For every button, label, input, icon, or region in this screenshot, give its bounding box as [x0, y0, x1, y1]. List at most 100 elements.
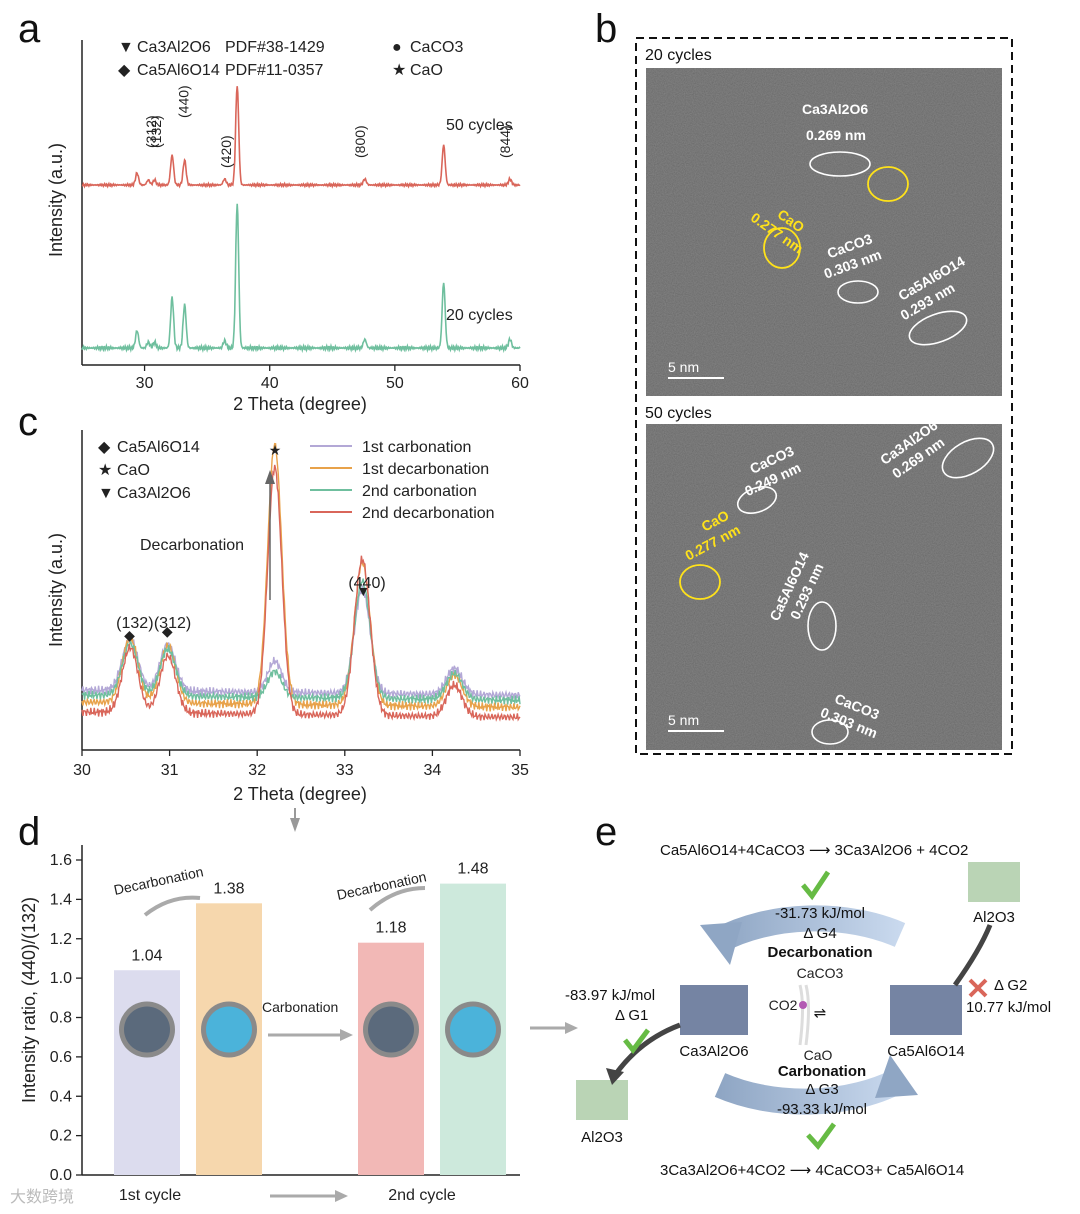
- panel-label-c: c: [18, 400, 38, 444]
- miller-a-1: (312): [143, 115, 159, 148]
- particle-icon-inner-1: [206, 1006, 252, 1053]
- cycle-arrowhead-top: [700, 922, 742, 965]
- legend-symbol-a-1: ◆: [118, 62, 131, 79]
- x-axis-label-c: 2 Theta (degree): [233, 784, 367, 804]
- cycle-arrowhead-bottom: [875, 1055, 918, 1098]
- legend-c-label-1: 1st decarbonation: [362, 461, 489, 478]
- connector-arrow-c-d: [290, 818, 300, 832]
- bar-value-label-d-3: 1.48: [457, 861, 488, 878]
- y-tick-label-d-4: 0.8: [50, 1010, 72, 1027]
- legend-c-phase-text-0: Ca5Al6O14: [117, 439, 200, 456]
- panel-c: 30 31 32 33 34 35 2 Theta (degree) Intensity …: [46, 430, 529, 832]
- tem50-scale-label: 5 nm: [668, 712, 699, 728]
- miller-a-4: (800): [352, 125, 368, 158]
- equilibrium-symbol: ⇌: [814, 1005, 827, 1022]
- panel-label-b: b: [595, 7, 617, 51]
- legend-symbol-a-3: ★: [392, 62, 406, 79]
- tem20-label-0: Ca3Al2O6: [802, 101, 868, 117]
- dg1-label: Δ G1: [615, 1007, 648, 1024]
- top-right-mol-label: Al2O3: [973, 909, 1015, 926]
- co2-atom: [799, 1001, 807, 1009]
- legend-c-phase-symbol-2: ▼: [98, 485, 114, 502]
- miller-c-1: (312): [154, 615, 191, 632]
- xrd-line-a-0: [81, 86, 521, 189]
- y-tick-label-d-1: 0.2: [50, 1128, 72, 1145]
- miller-c-0: (132): [116, 615, 153, 632]
- miller-a-2: (440): [175, 85, 191, 118]
- miller-a-0: (132): [148, 115, 164, 148]
- y-axis-label-a: Intensity (a.u.): [46, 143, 66, 257]
- y-tick-label-d-8: 1.6: [50, 852, 72, 869]
- decarb-arrow-d-1: [368, 886, 426, 912]
- tem50-ellipse-0: [736, 486, 778, 514]
- y-tick-label-d-7: 1.4: [50, 891, 72, 908]
- series-label-20-cycles: 20 cycles: [446, 307, 513, 324]
- bottom-left-mol-label: Al2O3: [581, 1129, 623, 1146]
- y-axis-label-c: Intensity (a.u.): [46, 533, 66, 647]
- y-axis-label-d: Intensity ratio, (440)/(132): [19, 897, 39, 1103]
- miller-a-5: (844): [497, 125, 513, 158]
- annotation-arrowhead-c: [265, 470, 275, 484]
- cycle-arc-top: [714, 905, 906, 952]
- tem50-ellipse-2: [679, 564, 721, 600]
- center-top-mol: CaCO3: [797, 965, 844, 981]
- legend-text-a-0: Ca3Al2O6: [137, 39, 211, 56]
- panel-label-a: a: [18, 7, 41, 51]
- tem20-ellipse-1: [867, 166, 909, 202]
- group-label-2nd-cycle: 2nd cycle: [388, 1187, 456, 1204]
- crystal-ca5al6o14: [890, 985, 962, 1035]
- bottom-reaction: 3Ca3Al2O6+4CO2 ⟶ 4CaCO3+ Ca5Al6O14: [660, 1162, 964, 1179]
- decarb-annotation-d-0: Decarbonation: [112, 863, 204, 898]
- tem50-ellipse-3: [807, 601, 837, 651]
- dg3-label: Δ G3: [805, 1081, 838, 1098]
- panel-label-e: e: [595, 810, 617, 854]
- legend-pdf-a-1: PDF#11-0357: [225, 62, 324, 79]
- crystal-al2o3-top: [968, 862, 1020, 902]
- check-icon-bottom: [806, 1122, 837, 1150]
- miller-c-symbol-0: ◆: [124, 627, 135, 643]
- y-tick-label-d-0: 0.0: [50, 1167, 72, 1184]
- legend-text-a-1: Ca5Al6O14: [137, 62, 220, 79]
- xrd-lines-c: [81, 442, 521, 722]
- x-tick-label-c-4: 34: [424, 762, 442, 779]
- x-ticks-c: 30 31 32 33 34 35: [73, 750, 529, 779]
- x-ticks-a: 30 40 50 60: [136, 365, 529, 392]
- bars-d: 1.04 1.38 1.18 1.48: [114, 861, 506, 1175]
- crystal-al2o3-bottom: [576, 1080, 628, 1120]
- decarb-arrow-d-0: [143, 895, 201, 917]
- bar-value-label-d-1: 1.38: [213, 880, 244, 897]
- x-tick-label-c-5: 35: [511, 762, 529, 779]
- xrd-line-c-0: [81, 585, 521, 701]
- legend-c-label-2: 2nd carbonation: [362, 483, 477, 500]
- particle-icon-inner-3: [450, 1006, 496, 1053]
- tem20-ellipse-2: [763, 227, 801, 269]
- tem50-ellipse-1: [941, 437, 995, 479]
- tem20-scale-label: 5 nm: [668, 359, 699, 375]
- legend-c-series: 1st carbonation 1st decarbonation 2nd carb…: [310, 439, 495, 522]
- carbonation-label-e: Carbonation: [778, 1063, 866, 1080]
- legend-symbol-a-2: ●: [392, 39, 402, 56]
- particle-icon-inner-0: [124, 1006, 170, 1053]
- watermark: 大数跨境: [10, 1187, 74, 1206]
- miller-labels-c: (132)◆(312)◆(440)▼★: [116, 442, 385, 643]
- x-tick-label-a-3: 60: [511, 375, 529, 392]
- series-label-50-cycles: 50 cycles: [446, 117, 513, 134]
- tem-image-50-cycles: [646, 424, 1002, 750]
- cao-star-c: ★: [269, 442, 282, 458]
- x-tick-label-c-3: 33: [336, 762, 354, 779]
- dg3-value: -93.33 kJ/mol: [777, 1101, 867, 1118]
- tem20-ellipse-0: [809, 151, 871, 177]
- decarbonation-label-e: Decarbonation: [767, 944, 872, 961]
- panel-label-d: d: [18, 810, 40, 854]
- tem-title-50-cycles: 50 cycles: [645, 405, 712, 422]
- y-tick-label-d-3: 0.6: [50, 1049, 72, 1066]
- bar-d-2: [358, 942, 424, 1175]
- x-tick-label-a-2: 50: [386, 375, 404, 392]
- bar-value-label-d-0: 1.04: [131, 947, 162, 964]
- xrd-lines-a: [81, 86, 521, 354]
- tem20-sub-0: 0.269 nm: [806, 127, 866, 143]
- check-icon-left: [623, 1028, 650, 1055]
- legend-text-a-2: CaCO3: [410, 39, 463, 56]
- xrd-line-a-1: [81, 203, 521, 354]
- tem-title-20-cycles: 20 cycles: [645, 47, 712, 64]
